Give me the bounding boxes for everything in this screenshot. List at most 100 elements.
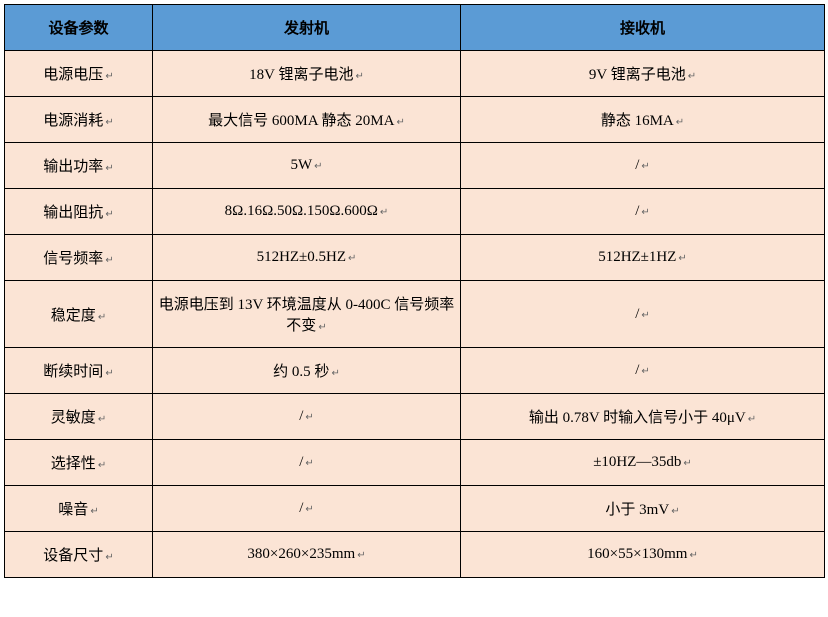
- cell-text: 9V 锂离子电池: [589, 67, 686, 83]
- return-mark-icon: ↵: [105, 71, 113, 82]
- table-header-row: 设备参数 发射机 接收机: [5, 5, 825, 51]
- return-mark-icon: ↵: [305, 412, 313, 423]
- cell-transmitter: /↵: [153, 440, 461, 486]
- return-mark-icon: ↵: [90, 506, 98, 517]
- table-row: 设备尺寸↵380×260×235mm↵160×55×130mm↵: [5, 532, 825, 578]
- cell-transmitter: /↵: [153, 486, 461, 532]
- cell-param: 稳定度↵: [5, 281, 153, 348]
- return-mark-icon: ↵: [641, 366, 649, 377]
- cell-text: 设备尺寸: [43, 548, 103, 564]
- cell-text: ±10HZ—35db: [593, 454, 681, 470]
- cell-transmitter: /↵: [153, 394, 461, 440]
- device-parameters-table: 设备参数 发射机 接收机 电源电压↵18V 锂离子电池↵9V 锂离子电池↵电源消…: [4, 4, 825, 578]
- cell-text: 输出阻抗: [43, 205, 103, 221]
- return-mark-icon: ↵: [105, 209, 113, 220]
- cell-text: /: [635, 306, 639, 322]
- table-body: 电源电压↵18V 锂离子电池↵9V 锂离子电池↵电源消耗↵最大信号 600MA …: [5, 51, 825, 578]
- return-mark-icon: ↵: [676, 117, 684, 128]
- return-mark-icon: ↵: [105, 117, 113, 128]
- cell-text: 最大信号 600MA 静态 20MA: [208, 113, 394, 129]
- cell-transmitter: 5W↵: [153, 143, 461, 189]
- return-mark-icon: ↵: [98, 460, 106, 471]
- return-mark-icon: ↵: [98, 312, 106, 323]
- cell-receiver: /↵: [461, 189, 825, 235]
- table-row: 噪音↵/↵小于 3mV↵: [5, 486, 825, 532]
- return-mark-icon: ↵: [105, 255, 113, 266]
- return-mark-icon: ↵: [689, 550, 697, 561]
- return-mark-icon: ↵: [748, 414, 756, 425]
- cell-param: 断续时间↵: [5, 348, 153, 394]
- return-mark-icon: ↵: [305, 504, 313, 515]
- return-mark-icon: ↵: [98, 414, 106, 425]
- return-mark-icon: ↵: [641, 207, 649, 218]
- table-row: 选择性↵/↵±10HZ—35db↵: [5, 440, 825, 486]
- cell-text: 稳定度: [51, 308, 96, 324]
- return-mark-icon: ↵: [105, 163, 113, 174]
- table-row: 电源电压↵18V 锂离子电池↵9V 锂离子电池↵: [5, 51, 825, 97]
- table-row: 断续时间↵约 0.5 秒↵/↵: [5, 348, 825, 394]
- cell-param: 信号频率↵: [5, 235, 153, 281]
- cell-receiver: ±10HZ—35db↵: [461, 440, 825, 486]
- cell-receiver: 9V 锂离子电池↵: [461, 51, 825, 97]
- return-mark-icon: ↵: [314, 161, 322, 172]
- return-mark-icon: ↵: [641, 161, 649, 172]
- cell-receiver: 静态 16MA↵: [461, 97, 825, 143]
- return-mark-icon: ↵: [348, 253, 356, 264]
- cell-param: 灵敏度↵: [5, 394, 153, 440]
- table-row: 灵敏度↵/↵输出 0.78V 时输入信号小于 40μV↵: [5, 394, 825, 440]
- cell-receiver: 160×55×130mm↵: [461, 532, 825, 578]
- cell-transmitter: 512HZ±0.5HZ↵: [153, 235, 461, 281]
- cell-param: 电源电压↵: [5, 51, 153, 97]
- table-row: 输出功率↵5W↵/↵: [5, 143, 825, 189]
- cell-receiver: 输出 0.78V 时输入信号小于 40μV↵: [461, 394, 825, 440]
- cell-param: 设备尺寸↵: [5, 532, 153, 578]
- return-mark-icon: ↵: [331, 368, 339, 379]
- cell-text: 512HZ±1HZ: [598, 249, 676, 265]
- cell-param: 输出功率↵: [5, 143, 153, 189]
- header-receiver: 接收机: [461, 5, 825, 51]
- return-mark-icon: ↵: [688, 71, 696, 82]
- return-mark-icon: ↵: [105, 552, 113, 563]
- cell-text: /: [299, 408, 303, 424]
- return-mark-icon: ↵: [318, 322, 326, 333]
- cell-transmitter: 电源电压到 13V 环境温度从 0-400C 信号频率不变↵: [153, 281, 461, 348]
- cell-receiver: /↵: [461, 143, 825, 189]
- cell-text: 选择性: [51, 456, 96, 472]
- table-row: 稳定度↵电源电压到 13V 环境温度从 0-400C 信号频率不变↵/↵: [5, 281, 825, 348]
- cell-transmitter: 最大信号 600MA 静态 20MA↵: [153, 97, 461, 143]
- cell-text: 灵敏度: [51, 410, 96, 426]
- cell-text: /: [299, 500, 303, 516]
- cell-text: 输出 0.78V 时输入信号小于 40μV: [529, 410, 746, 426]
- cell-transmitter: 380×260×235mm↵: [153, 532, 461, 578]
- cell-text: 断续时间: [43, 364, 103, 380]
- cell-text: 380×260×235mm: [247, 546, 355, 562]
- return-mark-icon: ↵: [357, 550, 365, 561]
- cell-text: 160×55×130mm: [587, 546, 687, 562]
- cell-receiver: /↵: [461, 348, 825, 394]
- cell-text: 输出功率: [43, 159, 103, 175]
- cell-text: 8Ω.16Ω.50Ω.150Ω.600Ω: [225, 203, 378, 219]
- cell-text: /: [635, 157, 639, 173]
- return-mark-icon: ↵: [641, 310, 649, 321]
- header-param: 设备参数: [5, 5, 153, 51]
- cell-text: 512HZ±0.5HZ: [257, 249, 346, 265]
- cell-text: /: [635, 362, 639, 378]
- cell-receiver: 小于 3mV↵: [461, 486, 825, 532]
- cell-receiver: 512HZ±1HZ↵: [461, 235, 825, 281]
- cell-receiver: /↵: [461, 281, 825, 348]
- cell-text: 18V 锂离子电池: [249, 67, 353, 83]
- cell-text: 信号频率: [43, 251, 103, 267]
- cell-text: /: [635, 203, 639, 219]
- cell-text: 5W: [290, 157, 312, 173]
- table-row: 信号频率↵512HZ±0.5HZ↵512HZ±1HZ↵: [5, 235, 825, 281]
- table-row: 电源消耗↵最大信号 600MA 静态 20MA↵静态 16MA↵: [5, 97, 825, 143]
- return-mark-icon: ↵: [105, 368, 113, 379]
- cell-transmitter: 18V 锂离子电池↵: [153, 51, 461, 97]
- return-mark-icon: ↵: [678, 253, 686, 264]
- cell-text: 静态 16MA: [601, 113, 674, 129]
- cell-param: 选择性↵: [5, 440, 153, 486]
- cell-text: /: [299, 454, 303, 470]
- header-transmitter: 发射机: [153, 5, 461, 51]
- cell-transmitter: 8Ω.16Ω.50Ω.150Ω.600Ω↵: [153, 189, 461, 235]
- table-row: 输出阻抗↵8Ω.16Ω.50Ω.150Ω.600Ω↵/↵: [5, 189, 825, 235]
